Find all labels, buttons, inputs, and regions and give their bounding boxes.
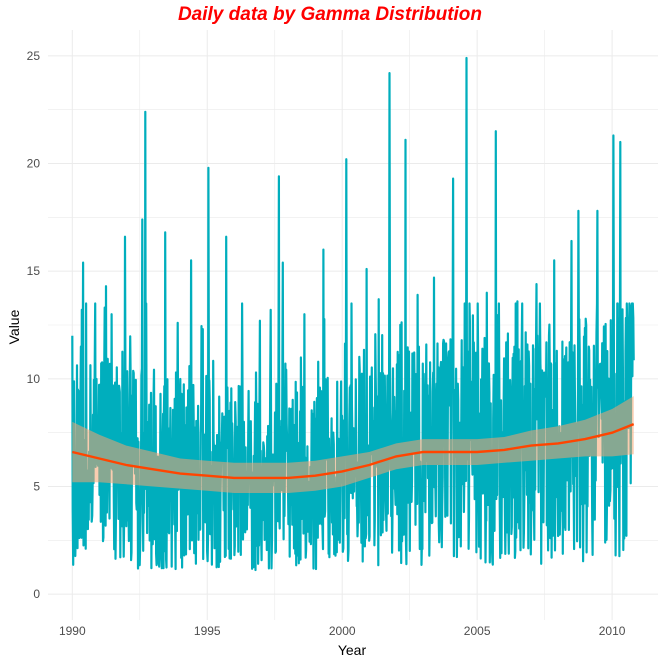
x-axis-title: Year [338,642,367,658]
y-axis-title: Value [6,309,22,344]
y-tick-label: 5 [33,479,40,493]
series-line-value [71,56,635,572]
series-layer [71,56,635,572]
y-tick-label: 10 [27,372,41,386]
x-tick-label: 2000 [329,624,356,638]
tick-labels: 0 5 10 15 20 25 1990 1995 2000 2005 2010 [27,49,626,638]
trend-line [72,422,635,480]
y-tick-label: 0 [33,587,40,601]
y-tick-label: 20 [27,157,41,171]
confidence-band [72,396,634,493]
chart-title: Daily data by Gamma Distribution [177,4,483,25]
y-tick-label: 15 [27,264,41,278]
x-tick-label: 2010 [599,624,626,638]
y-tick-label: 25 [27,49,41,63]
x-tick-label: 2005 [464,624,491,638]
x-tick-label: 1995 [194,624,221,638]
trend-layer [72,396,635,493]
x-tick-label: 1990 [59,624,86,638]
